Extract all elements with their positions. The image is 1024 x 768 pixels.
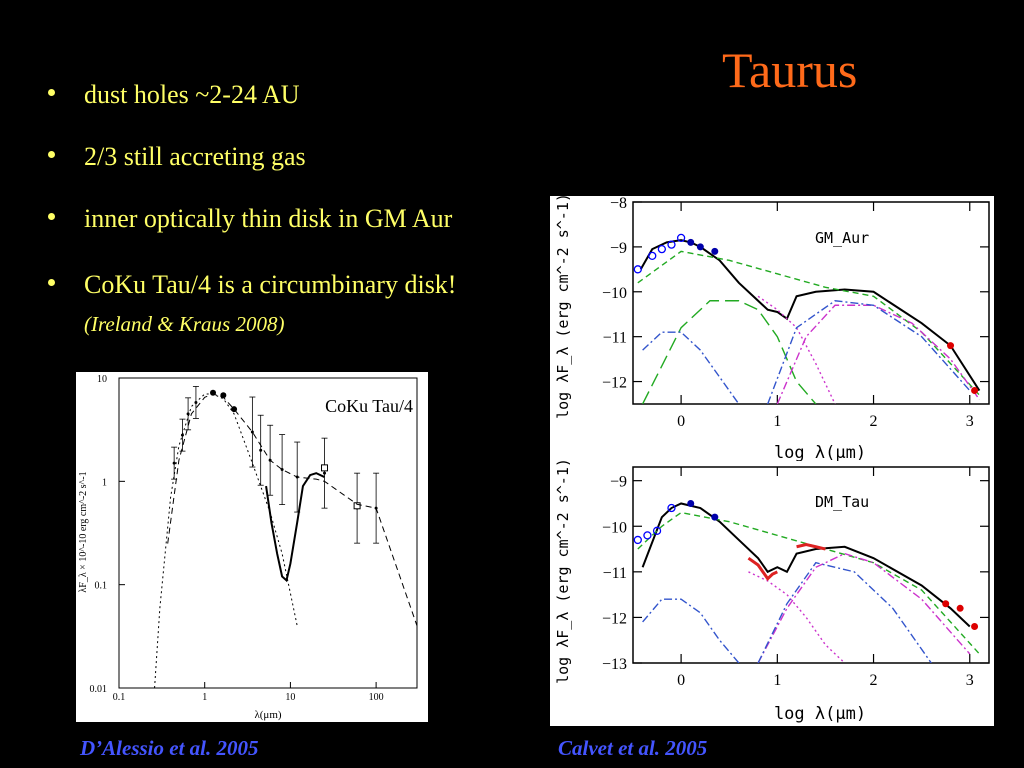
y-tick-label: −13 <box>602 656 627 673</box>
y-tick-label: −11 <box>603 565 627 582</box>
coku-chart: 0.1 1 10 100 0.01 0.1 1 10 CoKu Tau/4 λ(μm) λF_… <box>78 374 418 721</box>
chart-title: CoKu Tau/4 <box>325 396 413 416</box>
x-tick-label: 1 <box>202 692 207 703</box>
x-axis-label: log λ(μm) <box>774 704 866 724</box>
data-point <box>172 461 176 465</box>
y-tick-label: −12 <box>602 375 627 392</box>
y-tick-label: 0.1 <box>95 581 108 592</box>
sed-curve <box>167 393 418 626</box>
data-point <box>633 535 642 545</box>
y-tick-label: −10 <box>602 285 627 302</box>
x-tick-label: 0 <box>677 413 685 430</box>
model-curve <box>637 250 980 396</box>
model-curve <box>767 300 971 404</box>
model-curve <box>796 542 826 551</box>
x-tick-label: 3 <box>966 672 974 689</box>
data-point <box>971 387 979 395</box>
y-axis-label: log λF_λ (erg cm^-2 s^-1) <box>554 196 572 419</box>
caption-left: D’Alessio et al. 2005 <box>80 736 259 760</box>
data-point <box>942 600 950 608</box>
y-tick-label: 0.01 <box>90 684 108 695</box>
data-point <box>250 430 254 434</box>
data-point <box>353 502 361 510</box>
data-point <box>321 464 329 472</box>
data-point <box>643 531 652 540</box>
data-point <box>676 233 686 243</box>
model-curve <box>637 511 980 655</box>
y-tick-label: −10 <box>602 519 627 536</box>
data-point <box>180 433 184 437</box>
plot-frame <box>632 201 990 405</box>
x-tick-label: 10 <box>285 692 295 703</box>
dm-tau-chart: 0 1 2 3 −9 −10 −11 −12 −13 DM_Tau log λ(μm) log … <box>554 461 990 724</box>
data-point <box>633 265 642 274</box>
slide-title: Taurus <box>722 42 858 98</box>
y-tick-label: 10 <box>97 374 107 385</box>
bullet-text: 2/3 still accreting gas <box>84 142 306 171</box>
data-point <box>667 503 676 513</box>
y-tick-label: −9 <box>610 240 627 257</box>
data-point <box>687 238 695 246</box>
y-tick-label: −8 <box>610 196 627 212</box>
model-curve <box>757 295 836 404</box>
model-curve <box>642 598 740 663</box>
x-tick-label: 100 <box>369 692 384 703</box>
bullet-dot-icon <box>48 89 55 96</box>
citation: (Ireland & Kraus 2008) <box>84 312 285 336</box>
x-tick-label: 0 <box>677 672 685 689</box>
gm-aur-chart: 0 1 2 3 −8 −9 −10 −11 −12 GM_Aur log λ(μm) log λ… <box>554 193 990 463</box>
model-curve <box>776 304 980 404</box>
x-tick-label: 3 <box>966 413 974 430</box>
model-curve <box>641 502 971 628</box>
model-curve <box>641 300 817 404</box>
bullet-dot-icon <box>48 213 55 220</box>
data-point <box>956 604 964 612</box>
x-tick-label: 1 <box>773 672 781 689</box>
data-point <box>687 499 695 507</box>
y-tick-label: −11 <box>603 330 627 347</box>
data-point <box>947 342 955 350</box>
coku-chart-panel: 0.1 1 10 100 0.01 0.1 1 10 CoKu Tau/4 λ(μm) λF_… <box>76 372 428 722</box>
y-axis-label: log λF_λ (erg cm^-2 s^-1) <box>554 461 572 684</box>
data-point <box>971 623 979 631</box>
plot-frame <box>118 377 418 689</box>
bullet-text: inner optically thin disk in GM Aur <box>84 204 453 233</box>
data-point <box>652 526 662 535</box>
x-tick-label: 2 <box>870 672 878 689</box>
data-point <box>711 513 719 521</box>
data-point <box>667 240 676 249</box>
y-tick-label: −9 <box>610 474 627 491</box>
chart-title: DM_Tau <box>815 493 869 511</box>
x-tick-label: 0.1 <box>113 692 126 703</box>
calvet-chart-panel: 0 1 2 3 −8 −9 −10 −11 −12 GM_Aur log λ(μm) log λ… <box>550 193 994 726</box>
model-curve <box>747 556 778 581</box>
x-tick-label: 2 <box>870 413 878 430</box>
model-curve <box>748 571 846 663</box>
caption-right: Calvet et al. 2005 <box>558 736 708 760</box>
x-tick-label: 1 <box>773 413 781 430</box>
y-tick-label: 1 <box>102 477 107 488</box>
data-point <box>648 251 657 261</box>
plot-frame <box>632 466 990 664</box>
sed-curve <box>265 472 325 583</box>
model-curve <box>757 561 932 663</box>
data-point <box>259 448 263 452</box>
data-point <box>696 243 704 251</box>
data-point <box>711 247 719 255</box>
x-axis-label: log λ(μm) <box>774 443 866 461</box>
data-point <box>323 471 327 475</box>
y-axis-label: λF_λ × 10^-10 erg cm^-2 s^-1 <box>78 471 89 592</box>
bullet-dot-icon <box>48 151 55 158</box>
data-point <box>657 244 667 254</box>
y-tick-label: −12 <box>602 610 627 627</box>
x-axis-label: λ(μm) <box>254 709 281 721</box>
model-curve <box>642 331 740 404</box>
bullet-dot-icon <box>48 279 55 286</box>
bullet-text: CoKu Tau/4 is a circumbinary disk! <box>84 270 457 299</box>
model-curve <box>639 239 981 392</box>
bullet-text: dust holes ~2-24 AU <box>84 80 300 109</box>
chart-title: GM_Aur <box>815 229 869 247</box>
